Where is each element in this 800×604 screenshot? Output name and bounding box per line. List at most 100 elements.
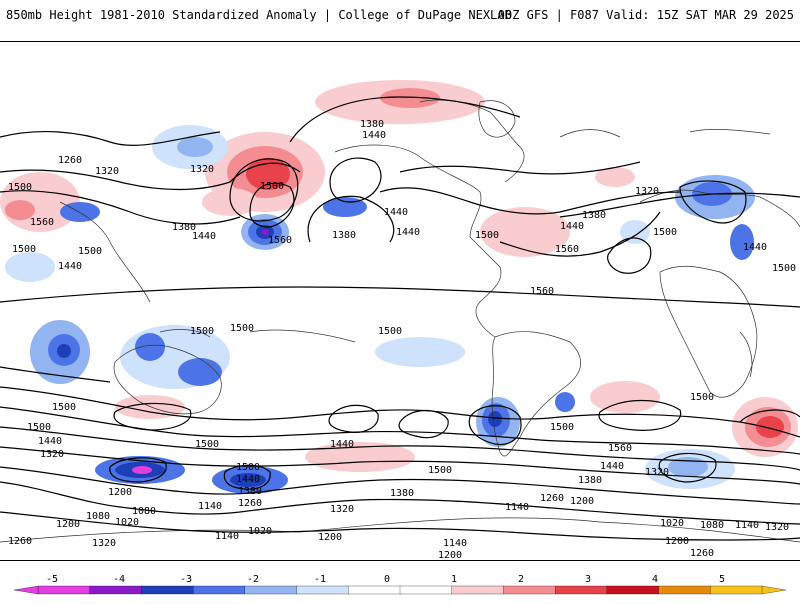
colorbar-ticks: -5 -4 -3 -2 -1 0 1 2 3 4 5	[46, 574, 725, 585]
antarctica-coast	[0, 517, 800, 543]
contour-label: 1140	[215, 531, 239, 542]
colorbar-swatch	[141, 585, 194, 595]
contour-label: 1260	[8, 536, 32, 547]
contour-label: 1260	[238, 498, 262, 509]
contour-label: 1440	[560, 221, 584, 232]
colorbar-swatch	[192, 585, 246, 595]
new-guinea	[159, 329, 211, 338]
anomaly-positive-south-indian-west	[115, 395, 185, 419]
contour-label: 1500	[378, 326, 402, 337]
asia-coast	[59, 201, 151, 303]
contour-label: 1500	[550, 422, 574, 433]
contour-label: 1440	[192, 231, 216, 242]
contour-label: 1020	[115, 517, 139, 528]
contour-label: 1500	[236, 462, 260, 473]
contour-label: 1380	[238, 486, 262, 497]
colorbar-swatch	[451, 585, 505, 595]
contour-label: 1560	[608, 443, 632, 454]
contour-label: 1380	[578, 475, 602, 486]
contour-label: 1560	[530, 286, 554, 297]
north-america-coast	[334, 144, 502, 338]
colorbar-svg: -5 -4 -3 -2 -1 0 1 2 3 4 5	[13, 574, 787, 595]
contour-label: 1440	[362, 130, 386, 141]
contour-label: 1200	[665, 536, 689, 547]
colorbar-tick-label: 0	[384, 574, 390, 585]
contour-label: 1260	[540, 493, 564, 504]
contour-label: 1260	[58, 155, 82, 166]
anomaly-positive-east-us	[480, 207, 570, 257]
contour-labels: 1380 1440 1260 1320 1320 1500 1500 1560 …	[8, 119, 796, 560]
contour-label: 1320	[645, 467, 669, 478]
contour-label: 1440	[38, 436, 62, 447]
contour-label: 1140	[735, 520, 759, 531]
contour-label: 1320	[330, 504, 354, 515]
contour-label: 1320	[765, 522, 789, 533]
colorbar-swatch	[399, 585, 453, 595]
colorbar-swatch	[37, 585, 91, 595]
contour-label: 1320	[635, 186, 659, 197]
map-title: 850mb Height 1981-2010 Standardized Anom…	[6, 8, 512, 22]
colorbar-tick-label: 4	[652, 574, 658, 585]
colorbar-tick-label: -4	[113, 574, 125, 585]
contour-label: 1500	[260, 181, 284, 192]
colorbar-tick-label: -5	[46, 574, 58, 585]
contour-label: 1500	[52, 402, 76, 413]
colorbar-swatch	[606, 585, 660, 595]
contour-label: 1380	[332, 230, 356, 241]
colorbar-tick-label: 1	[451, 574, 457, 585]
anomaly-negative-east-pacific	[375, 337, 465, 367]
contour-label: 1500	[475, 230, 499, 241]
colorbar-tick-label: 3	[585, 574, 591, 585]
colorbar-swatches	[13, 585, 787, 595]
contour-label: 1380	[360, 119, 384, 130]
europe-africa-coast	[639, 189, 800, 228]
contour-label: 1440	[58, 261, 82, 272]
contour-label: 1560	[268, 235, 292, 246]
height-contours	[0, 96, 800, 541]
contour-label: 1500	[12, 244, 36, 255]
contour-label: 1260	[690, 548, 714, 559]
contour-label: 1500	[690, 392, 714, 403]
colorbar-tick-label: 5	[719, 574, 725, 585]
contour-label: 1560	[30, 217, 54, 228]
contour-label: 1500	[78, 246, 102, 257]
colorbar-swatch	[296, 585, 349, 595]
australia-coast	[113, 344, 222, 415]
contour-label: 1500	[190, 326, 214, 337]
anomaly-shading	[0, 80, 798, 494]
contour-label: 1140	[198, 501, 222, 512]
contour-label: 1560	[555, 244, 579, 255]
colorbar-swatch	[554, 585, 608, 595]
contour-label: 1440	[384, 207, 408, 218]
contour-label: 1500	[195, 439, 219, 450]
contour-label: 1500	[653, 227, 677, 238]
contour-label: 1500	[772, 263, 796, 274]
contour-label: 1140	[443, 538, 467, 549]
contour-label: 1020	[248, 526, 272, 537]
contour-label: 1440	[396, 227, 420, 238]
colorbar: -5 -4 -3 -2 -1 0 1 2 3 4 5	[0, 568, 800, 600]
colorbar-swatch	[89, 585, 143, 595]
contour-label: 1140	[505, 502, 529, 513]
contour-label: 1200	[570, 496, 594, 507]
contour-label: 1200	[56, 519, 80, 530]
contour-label: 1320	[95, 166, 119, 177]
colorbar-swatch	[348, 585, 401, 595]
colorbar-min-arrow	[13, 585, 39, 595]
contour-label: 1320	[40, 449, 64, 460]
contour-label: 1200	[108, 487, 132, 498]
colorbar-swatch	[244, 585, 298, 595]
colorbar-tick-label: -2	[247, 574, 259, 585]
contour-label: 1080	[132, 506, 156, 517]
colorbar-tick-label: -1	[314, 574, 326, 585]
contour-label: 1500	[8, 182, 32, 193]
contour-label: 1080	[700, 520, 724, 531]
contour-label: 1200	[318, 532, 342, 543]
contour-label: 1380	[172, 222, 196, 233]
contour-label: 1080	[86, 511, 110, 522]
contour-label: 1500	[428, 465, 452, 476]
colorbar-swatch	[710, 585, 763, 595]
model-run-info: 00Z GFS | F087 Valid: 15Z SAT MAR 29 202…	[497, 8, 794, 22]
contour-label: 1440	[236, 474, 260, 485]
map-panel: 1380 1440 1260 1320 1320 1500 1500 1560 …	[0, 41, 800, 561]
